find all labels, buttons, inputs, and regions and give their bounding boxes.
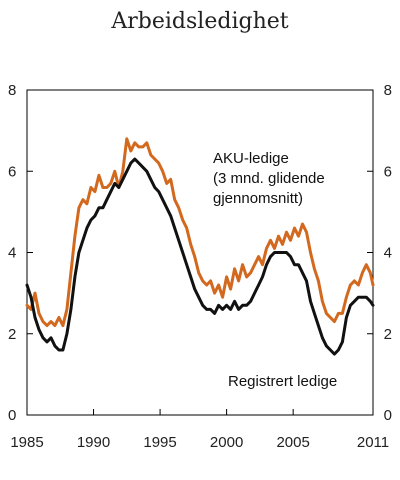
- y-tick-label-left: 6: [8, 163, 16, 180]
- aku-label-line-3: gjennomsnitt): [213, 190, 303, 207]
- x-tick-label: 1995: [143, 434, 176, 451]
- series-layer: [25, 137, 375, 356]
- y-tick-label-right: 2: [384, 326, 392, 343]
- x-tick-label: 2011: [357, 434, 389, 451]
- y-tick-label-right: 6: [384, 163, 392, 180]
- registered-label: Registrert ledige: [228, 373, 337, 390]
- y-tick-label-right: 4: [384, 245, 392, 262]
- y-tick-label-right: 8: [384, 82, 392, 99]
- aku-label-line-1: AKU-ledige: [213, 150, 289, 167]
- registered-series-line: [25, 157, 375, 356]
- y-tick-label-left: 2: [8, 326, 16, 343]
- y-tick-label-left: 4: [8, 245, 16, 262]
- left-y-axis: 0 2 4 6 8: [8, 82, 33, 424]
- y-tick-label-left: 0: [8, 407, 16, 424]
- chart-title: Arbeidsledighet: [110, 9, 288, 34]
- y-tick-label-right: 0: [384, 407, 392, 424]
- x-tick-label: 2005: [276, 434, 309, 451]
- x-axis: 1985 1990 1995 2000 2005 2011: [10, 409, 389, 451]
- x-tick-label: 1990: [77, 434, 110, 451]
- right-y-axis: 0 2 4 6 8: [367, 82, 392, 424]
- x-tick-label: 1985: [10, 434, 43, 451]
- aku-label-line-2: (3 mnd. glidende: [213, 170, 325, 187]
- x-tick-label: 2000: [210, 434, 243, 451]
- aku-series-line: [25, 137, 375, 328]
- y-tick-label-left: 8: [8, 82, 16, 99]
